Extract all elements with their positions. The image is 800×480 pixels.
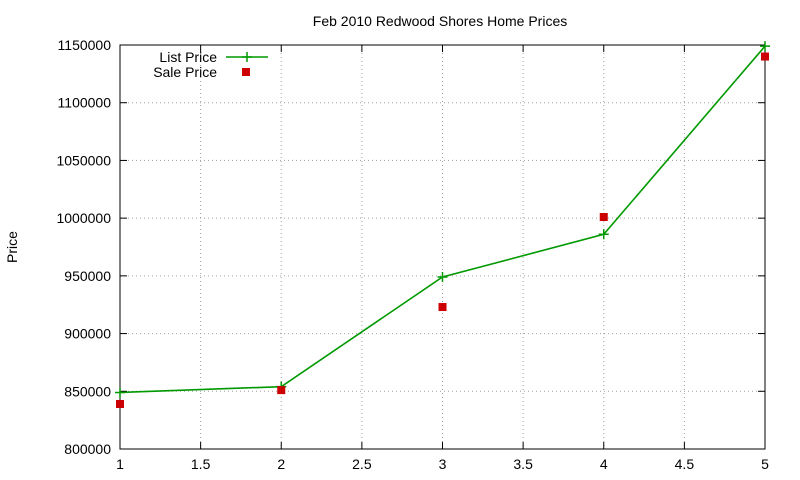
legend-key <box>242 68 250 76</box>
series-list-price <box>115 41 770 398</box>
y-tick-label: 900000 <box>64 326 111 342</box>
x-tick-label: 4 <box>600 456 608 472</box>
x-tick-label: 3.5 <box>513 456 533 472</box>
grid-lines <box>120 45 765 449</box>
x-tick-labels: 1 1.5 2 2.5 3 3.5 4 4.5 5 <box>116 456 769 472</box>
data-point <box>761 52 769 61</box>
legend-key <box>226 52 268 62</box>
legend-label: List Price <box>159 49 217 65</box>
series-line <box>119 45 766 394</box>
data-point <box>598 229 609 240</box>
x-tick-label: 2.5 <box>352 456 372 472</box>
x-tick-label: 2 <box>277 456 285 472</box>
series-sale-price <box>116 52 769 408</box>
data-point <box>438 303 447 312</box>
data-point <box>116 399 124 408</box>
legend-label: Sale Price <box>153 64 217 80</box>
y-tick-label: 1000000 <box>56 210 111 226</box>
x-tick-label: 3 <box>439 456 447 472</box>
data-point <box>599 212 608 221</box>
y-tick-label: 1050000 <box>56 152 111 168</box>
data-point <box>242 68 250 76</box>
y-tick-label: 800000 <box>64 441 111 457</box>
x-tick-label: 5 <box>761 456 769 472</box>
data-point <box>760 41 770 52</box>
data-point <box>115 387 125 398</box>
x-tick-label: 1 <box>116 456 124 472</box>
y-axis-label: Price <box>4 231 20 263</box>
data-point <box>277 386 286 395</box>
chart-title: Feb 2010 Redwood Shores Home Prices <box>313 13 567 29</box>
plot-frame <box>119 44 766 450</box>
series-layer <box>115 41 770 408</box>
y-tick-label: 850000 <box>64 383 111 399</box>
y-tick-label: 1150000 <box>58 37 112 53</box>
x-tick-label: 1.5 <box>191 456 211 472</box>
data-point <box>242 52 252 62</box>
x-tick-label: 4.5 <box>675 456 695 472</box>
y-tick-label: 1100000 <box>58 95 112 111</box>
y-tick-labels: 800000 850000 900000 950000 1000000 1050000 11… <box>56 37 111 457</box>
y-tick-label: 950000 <box>64 268 111 284</box>
data-point <box>437 272 448 283</box>
